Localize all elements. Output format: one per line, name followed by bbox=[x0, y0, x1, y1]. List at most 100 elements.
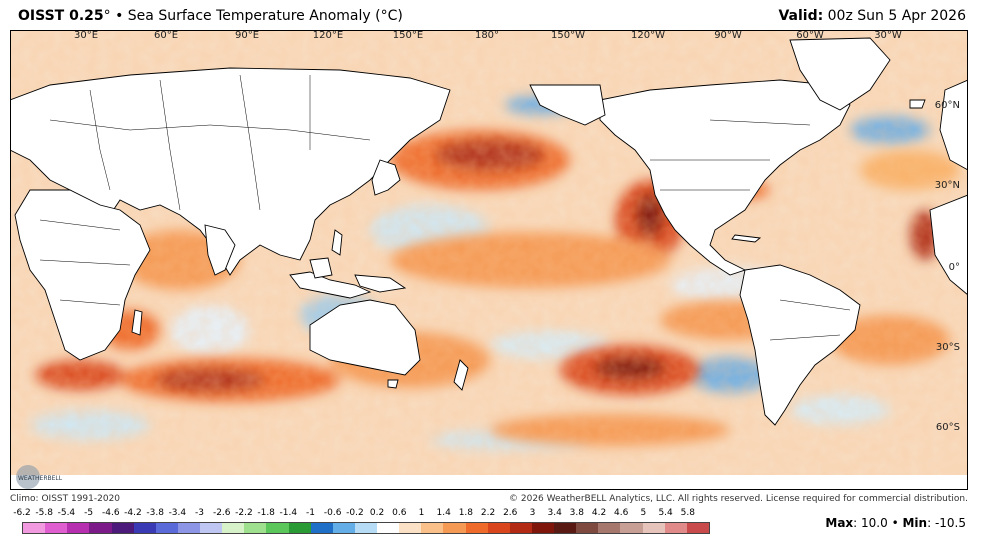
color-scale-swatch bbox=[354, 523, 377, 533]
color-scale-swatch bbox=[465, 523, 488, 533]
land-europe-edge bbox=[939, 79, 968, 171]
valid-label: Valid: bbox=[778, 8, 824, 24]
color-scale-swatch bbox=[509, 523, 532, 533]
color-scale-label: 0.2 bbox=[369, 508, 385, 518]
lat-label: 60°S bbox=[935, 422, 960, 433]
copyright-note: © 2026 WeatherBELL Analytics, LLC. All r… bbox=[509, 494, 968, 504]
color-scale-label: -0.6 bbox=[323, 508, 342, 518]
color-scale-label: 3 bbox=[529, 508, 536, 518]
color-scale-label: 3.8 bbox=[569, 508, 584, 518]
land-africa bbox=[14, 189, 151, 361]
land-greenland bbox=[789, 37, 891, 111]
max-min-stats: Max: 10.0 • Min: -10.5 bbox=[825, 516, 966, 530]
color-scale-label: 3.4 bbox=[547, 508, 562, 518]
color-scale-swatch bbox=[244, 523, 267, 533]
land-south-america bbox=[739, 264, 861, 426]
color-scale-label: -3.4 bbox=[168, 508, 187, 518]
color-scale-label: 4.6 bbox=[614, 508, 629, 518]
color-scale-legend: -6.2 -5.8 -5.4 -5 -4.6 -4.2 -3.8 -3.4 -3 -2.6 -2.2… bbox=[10, 508, 710, 542]
color-scale-swatch bbox=[45, 523, 68, 533]
land-cuba bbox=[731, 234, 762, 243]
color-scale-swatch bbox=[155, 523, 178, 533]
max-value: 10.0 bbox=[861, 516, 888, 530]
color-scale-swatch bbox=[576, 523, 599, 533]
land-masses bbox=[10, 37, 968, 490]
color-scale-swatch bbox=[554, 523, 577, 533]
color-scale-label: 5.8 bbox=[680, 508, 695, 518]
color-scale-label: -4.2 bbox=[124, 508, 142, 518]
lat-label: 30°N bbox=[934, 180, 960, 191]
color-scale-label: -2.6 bbox=[212, 508, 231, 518]
color-scale-label: -0.2 bbox=[346, 508, 364, 518]
climo-note: Climo: OISST 1991-2020 bbox=[10, 494, 121, 504]
map-frame bbox=[10, 30, 968, 490]
max-label: Max bbox=[825, 516, 854, 530]
land-alaska bbox=[529, 84, 606, 126]
color-scale-swatch bbox=[23, 523, 46, 533]
land-india bbox=[204, 224, 236, 276]
color-scale-swatch bbox=[332, 523, 355, 533]
color-scale-label: 4.2 bbox=[591, 508, 607, 518]
color-scale-swatch bbox=[133, 523, 156, 533]
color-scale-label: 1.8 bbox=[458, 508, 474, 518]
land-tasmania bbox=[387, 379, 399, 389]
color-scale-label: -1.8 bbox=[257, 508, 275, 518]
color-scale-label: -4.6 bbox=[101, 508, 120, 518]
land-new-guinea bbox=[354, 274, 407, 293]
lat-label: 0° bbox=[948, 262, 960, 273]
color-scale-label: -6.2 bbox=[13, 508, 31, 518]
title-degree: ° bbox=[103, 8, 111, 24]
valid-value: 00z Sun 5 Apr 2026 bbox=[827, 8, 966, 24]
lat-label: 30°S bbox=[935, 342, 960, 353]
color-scale-swatch bbox=[222, 523, 245, 533]
title-description: Sea Surface Temperature Anomaly (°C) bbox=[127, 8, 403, 24]
color-scale-label: 0.6 bbox=[392, 508, 407, 518]
color-scale-label: -1.4 bbox=[279, 508, 298, 518]
color-scale-swatch bbox=[421, 523, 444, 533]
logo-text: WEATHERBELL bbox=[18, 475, 63, 482]
color-scale-bar bbox=[22, 522, 710, 534]
color-scale-label: -3.8 bbox=[146, 508, 164, 518]
color-scale-swatch bbox=[200, 523, 223, 533]
color-scale-swatch bbox=[111, 523, 134, 533]
land-philippines bbox=[331, 229, 343, 256]
color-scale-swatch bbox=[310, 523, 333, 533]
color-scale-label: -5.4 bbox=[57, 508, 76, 518]
color-scale-label: 2.2 bbox=[480, 508, 496, 518]
color-scale-labels: -6.2 -5.8 -5.4 -5 -4.6 -4.2 -3.8 -3.4 -3 -2.6 -2.2… bbox=[10, 508, 710, 520]
color-scale-swatch bbox=[288, 523, 311, 533]
color-scale-swatch bbox=[67, 523, 90, 533]
color-scale-label: -3 bbox=[195, 508, 205, 518]
stats-separator: • bbox=[891, 516, 899, 530]
color-scale-swatch bbox=[664, 523, 687, 533]
map-title: OISST 0.25° • Sea Surface Temperature An… bbox=[18, 8, 403, 24]
land-japan bbox=[371, 159, 401, 196]
color-scale-label: 5.4 bbox=[658, 508, 673, 518]
color-scale-swatch bbox=[620, 523, 643, 533]
color-scale-swatch bbox=[177, 523, 200, 533]
weatherbell-logo: WEATHERBELL bbox=[16, 465, 63, 489]
color-scale-swatch bbox=[487, 523, 510, 533]
color-scale-label: -2.2 bbox=[235, 508, 253, 518]
land-madagascar bbox=[131, 309, 143, 336]
color-scale-swatch bbox=[642, 523, 665, 533]
sst-anomaly-map bbox=[10, 30, 968, 490]
color-scale-label: 5 bbox=[640, 508, 647, 518]
land-antarctica bbox=[10, 475, 968, 490]
color-scale-label: 1 bbox=[418, 508, 425, 518]
color-scale-label: -1 bbox=[306, 508, 316, 518]
color-scale-swatch bbox=[443, 523, 466, 533]
color-scale-swatch bbox=[266, 523, 289, 533]
valid-time: Valid: 00z Sun 5 Apr 2026 bbox=[778, 8, 966, 24]
color-scale-label: -5.8 bbox=[35, 508, 53, 518]
country-borders bbox=[39, 74, 851, 341]
color-scale-label: 2.6 bbox=[503, 508, 518, 518]
color-scale-label: -5 bbox=[84, 508, 94, 518]
color-scale-swatch bbox=[399, 523, 422, 533]
land-australia bbox=[309, 299, 421, 376]
min-value: -10.5 bbox=[934, 516, 966, 530]
land-iceland bbox=[909, 99, 926, 109]
color-scale-swatch bbox=[89, 523, 112, 533]
min-label: Min bbox=[902, 516, 928, 530]
land-west-africa-edge bbox=[929, 194, 968, 296]
